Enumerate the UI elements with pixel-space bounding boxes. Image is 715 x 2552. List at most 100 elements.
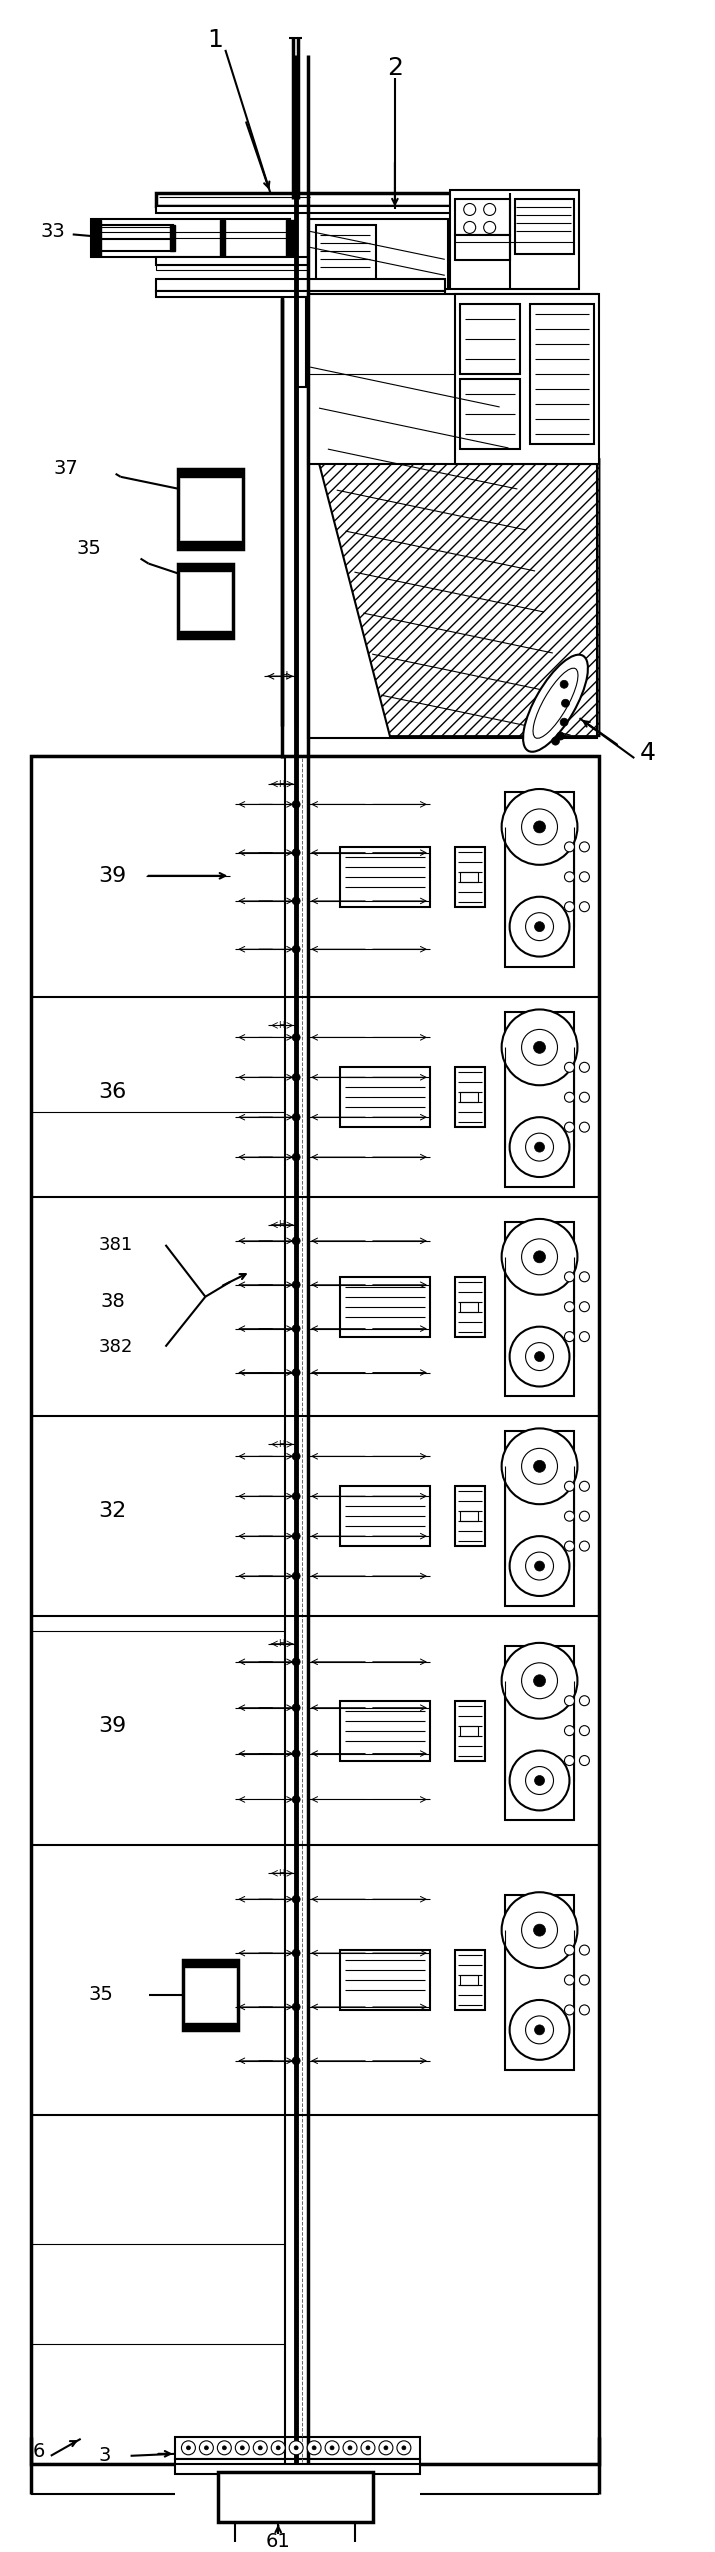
Circle shape (579, 873, 589, 883)
Text: 38: 38 (100, 1291, 125, 1312)
Bar (460, 1511, 478, 1521)
Bar (175, 2458, 420, 2473)
Circle shape (253, 2440, 267, 2455)
Text: 1: 1 (207, 28, 223, 51)
Bar (505, 1646, 574, 1820)
Circle shape (521, 1028, 558, 1064)
Circle shape (502, 789, 578, 865)
Bar (455, 1950, 485, 2011)
Circle shape (343, 2440, 357, 2455)
Circle shape (292, 1493, 300, 1501)
Circle shape (535, 921, 545, 931)
Circle shape (502, 1891, 578, 1968)
Circle shape (579, 1695, 589, 1705)
Circle shape (464, 222, 475, 232)
Text: 6: 6 (33, 2442, 45, 2460)
Bar (505, 1432, 574, 1605)
Circle shape (526, 1133, 553, 1161)
Circle shape (564, 1695, 574, 1705)
Circle shape (521, 1664, 558, 1700)
Circle shape (502, 1011, 578, 1085)
Bar (180, 630, 232, 635)
Circle shape (292, 2057, 300, 2065)
Circle shape (526, 1552, 553, 1580)
Circle shape (294, 2445, 298, 2450)
Circle shape (579, 1332, 589, 1342)
Circle shape (535, 1353, 545, 1363)
Bar (455, 293, 599, 464)
Text: 4: 4 (639, 740, 655, 766)
Circle shape (204, 2445, 208, 2450)
Bar (505, 1896, 574, 2070)
Bar (455, 1276, 485, 1337)
Circle shape (235, 2440, 250, 2455)
Circle shape (533, 1460, 546, 1473)
Circle shape (579, 1945, 589, 1955)
Bar (185, 1962, 236, 1968)
Circle shape (240, 2445, 245, 2450)
Circle shape (330, 2445, 334, 2450)
Circle shape (533, 1924, 546, 1937)
Text: 382: 382 (99, 1337, 133, 1355)
Circle shape (292, 1074, 300, 1082)
Circle shape (521, 1238, 558, 1276)
Bar (460, 1975, 478, 1985)
Circle shape (560, 717, 568, 727)
Circle shape (551, 738, 560, 745)
Bar (308, 219, 448, 288)
Bar (185, 2024, 236, 2029)
Text: 381: 381 (99, 1235, 133, 1253)
Circle shape (561, 699, 569, 707)
Circle shape (292, 1452, 300, 1460)
Bar (460, 1725, 478, 1735)
Circle shape (579, 1725, 589, 1735)
Bar (505, 1013, 574, 1187)
Circle shape (502, 1220, 578, 1294)
Circle shape (579, 1062, 589, 1072)
Bar (179, 470, 243, 549)
Circle shape (533, 1041, 546, 1054)
Circle shape (579, 2006, 589, 2016)
Circle shape (564, 1725, 574, 1735)
Bar (220, 219, 225, 255)
Bar (340, 1950, 430, 2011)
Circle shape (402, 2445, 406, 2450)
Bar (218, 2473, 373, 2521)
Bar (31, 755, 599, 2463)
Text: H: H (278, 778, 285, 789)
Circle shape (502, 1429, 578, 1503)
Circle shape (325, 2440, 339, 2455)
Circle shape (564, 1541, 574, 1552)
Circle shape (384, 2445, 388, 2450)
Bar (505, 791, 574, 967)
Bar (455, 847, 485, 906)
Text: H: H (278, 1220, 285, 1230)
Circle shape (348, 2445, 352, 2450)
Circle shape (579, 1511, 589, 1521)
Circle shape (579, 1756, 589, 1766)
Circle shape (292, 2003, 300, 2011)
Bar (460, 873, 478, 883)
Circle shape (292, 1531, 300, 1539)
Bar (155, 207, 574, 214)
Circle shape (564, 1062, 574, 1072)
Circle shape (579, 1480, 589, 1490)
Text: 61: 61 (266, 2532, 290, 2552)
Circle shape (526, 1766, 553, 1794)
Circle shape (397, 2440, 411, 2455)
Bar (455, 235, 510, 260)
Circle shape (579, 901, 589, 911)
Circle shape (289, 2440, 303, 2455)
Ellipse shape (523, 656, 588, 753)
Circle shape (535, 1562, 545, 1572)
Circle shape (199, 2440, 213, 2455)
Bar (460, 1302, 478, 1312)
Circle shape (564, 1945, 574, 1955)
Text: 39: 39 (99, 1715, 127, 1735)
Bar (170, 225, 175, 250)
Circle shape (564, 1756, 574, 1766)
Circle shape (535, 1776, 545, 1786)
Text: 36: 36 (99, 1082, 127, 1102)
Bar (180, 541, 241, 546)
Circle shape (292, 1950, 300, 1957)
